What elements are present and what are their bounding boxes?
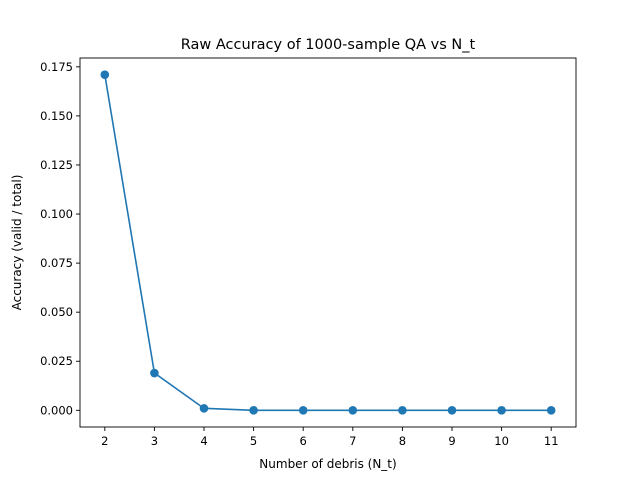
x-tick-label: 3 xyxy=(151,434,158,448)
series-line xyxy=(104,74,552,412)
data-point xyxy=(298,406,308,415)
x-axis-label: Number of debris (N_t) xyxy=(259,457,396,471)
y-tick-label: 0.050 xyxy=(40,305,73,319)
data-point xyxy=(199,404,209,413)
y-axis: 0.000 0.025 0.050 0.075 0.100 0.125 0.150 0.175 xyxy=(40,60,80,417)
y-tick-label: 0.175 xyxy=(40,60,73,74)
x-tick-label: 6 xyxy=(300,434,307,448)
y-tick-label: 0.100 xyxy=(40,207,73,221)
data-point xyxy=(100,70,110,79)
y-tick-label: 0.025 xyxy=(40,354,73,368)
data-point xyxy=(249,406,258,415)
x-tick-label: 11 xyxy=(544,434,559,448)
data-point xyxy=(546,406,556,415)
plot-area xyxy=(79,57,577,428)
x-tick-label: 7 xyxy=(349,434,356,448)
series-layer xyxy=(100,70,556,415)
y-tick-label: 0.150 xyxy=(40,109,73,123)
data-point xyxy=(398,406,407,415)
x-tick-label: 8 xyxy=(399,434,406,448)
y-tick-label: 0.075 xyxy=(40,256,73,270)
x-tick-label: 5 xyxy=(250,434,257,448)
data-point xyxy=(447,406,457,415)
x-tick-label: 9 xyxy=(448,434,455,448)
chart-title: Raw Accuracy of 1000-sample QA vs N_t xyxy=(181,37,476,53)
axes-frame xyxy=(79,57,577,428)
y-tick-label: 0.000 xyxy=(40,403,73,417)
x-tick-label: 4 xyxy=(200,434,207,448)
data-point xyxy=(150,368,159,378)
data-point xyxy=(497,406,506,415)
x-tick-label: 2 xyxy=(101,434,108,448)
x-axis: 2 3 4 5 6 7 8 9 10 11 xyxy=(101,427,559,448)
y-tick-label: 0.125 xyxy=(40,158,73,172)
y-axis-label: Accuracy (valid / total) xyxy=(10,175,24,311)
x-tick-label: 10 xyxy=(494,434,509,448)
data-point xyxy=(348,406,358,415)
